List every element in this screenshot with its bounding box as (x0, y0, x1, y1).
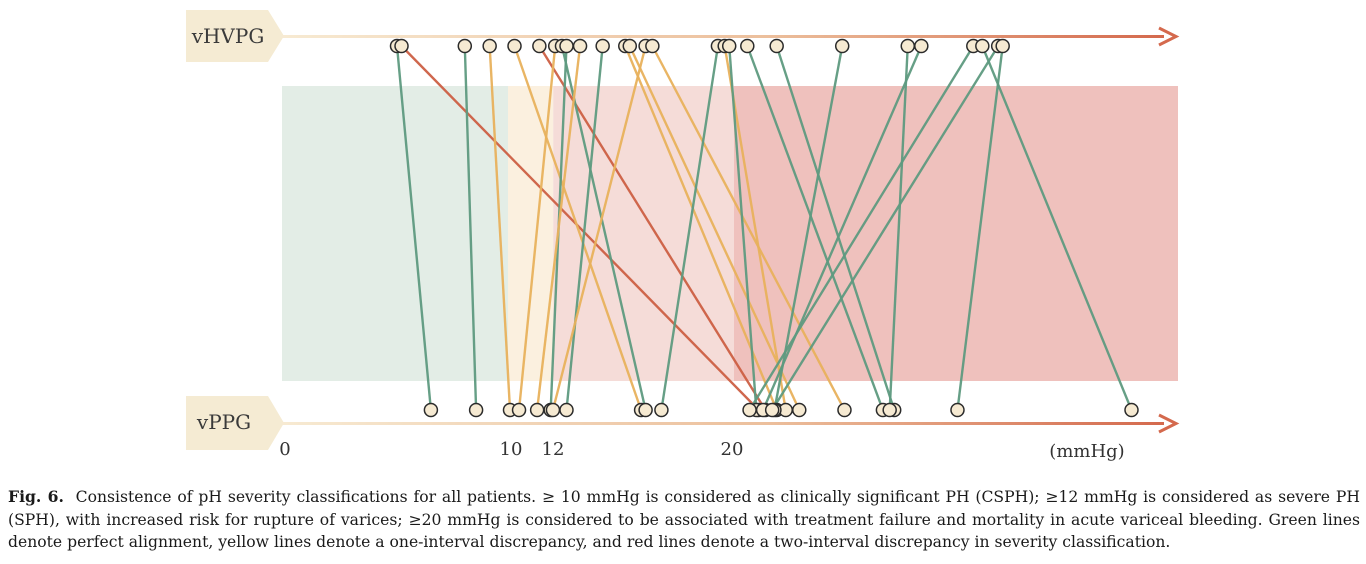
vhvpg-marker-13 (622, 38, 638, 54)
patient-line-14 (551, 45, 647, 411)
patient-line-13 (628, 45, 801, 411)
patient-line-10 (535, 45, 582, 411)
vppg-marker-11 (559, 402, 574, 418)
figure-caption-text: Consistence of pH severity classificatio… (8, 488, 1360, 551)
patient-line-2 (400, 45, 760, 411)
patient-line-1 (395, 45, 433, 411)
tick-label-0: 0 (279, 439, 290, 460)
tick-label-20: 20 (721, 439, 744, 460)
patient-line-23 (762, 45, 923, 411)
unit-label: (mmHg) (1049, 441, 1124, 462)
vppg-axis-label: vPPG (196, 410, 251, 434)
vhvpg-marker-3 (457, 38, 473, 54)
vppg-marker-13 (792, 402, 807, 418)
vppg-marker-10 (529, 402, 545, 418)
vppg-marker-14 (545, 402, 561, 418)
vhvpg-marker-18 (721, 38, 737, 54)
vppg-marker-26 (764, 402, 780, 418)
vhvpg-axis-arrowhead (1158, 26, 1180, 47)
vhvpg-marker-19 (740, 38, 755, 54)
tick-label-12: 12 (542, 439, 565, 460)
patient-line-25 (981, 45, 1133, 411)
figure-caption: Fig. 6. Consistence of pH severity class… (8, 486, 1360, 554)
vppg-axis: vPPG (186, 396, 1180, 450)
vppg-marker-24 (742, 402, 757, 418)
vppg-marker-27 (950, 402, 965, 418)
vppg-marker-7 (511, 402, 527, 418)
vhvpg-label-tag (186, 10, 284, 62)
tick-label-10: 10 (500, 439, 523, 460)
vhvpg-marker-25 (975, 38, 990, 54)
vppg-axis-line (282, 422, 1164, 425)
vhvpg-marker-4 (482, 38, 497, 54)
patient-line-5 (513, 45, 643, 411)
vhvpg-marker-6 (532, 38, 547, 54)
vhvpg-marker-9 (559, 38, 574, 54)
vppg-marker-16 (654, 402, 669, 418)
vhvpg-marker-5 (507, 38, 522, 54)
patient-line-20 (775, 45, 896, 411)
patient-line-22 (888, 45, 909, 411)
vhvpg-marker-10 (572, 38, 588, 54)
vppg-marker-1 (423, 402, 439, 418)
patient-line-11 (565, 45, 604, 411)
patient-line-18 (728, 45, 758, 411)
patient-line-8 (560, 45, 647, 411)
patient-line-26 (771, 45, 1000, 411)
vppg-label-tag (186, 396, 284, 450)
vppg-marker-8 (638, 402, 653, 418)
vhvpg-axis: vHVPG (186, 10, 1180, 62)
vppg-marker-15 (837, 402, 852, 418)
patient-line-3 (463, 45, 478, 411)
figure-caption-label: Fig. 6. (8, 487, 64, 506)
vhvpg-marker-2 (394, 38, 409, 54)
vhvpg-marker-15 (645, 38, 660, 54)
vhvpg-marker-23 (914, 38, 929, 54)
patient-line-15 (651, 45, 846, 411)
vppg-marker-3 (468, 402, 484, 418)
patient-line-7 (517, 45, 557, 411)
vppg-marker-25 (1124, 402, 1139, 418)
patient-lines (395, 45, 1133, 411)
patient-line-19 (746, 45, 885, 411)
severity-bands (282, 86, 1178, 381)
vhvpg-marker-22 (900, 38, 916, 54)
vhvpg-marker-11 (595, 38, 610, 54)
vhvpg-axis-label: vHVPG (191, 24, 265, 48)
patient-line-16 (660, 45, 720, 411)
vhvpg-axis-line (282, 35, 1164, 38)
vppg-axis-arrowhead (1158, 413, 1180, 434)
vhvpg-marker-21 (834, 38, 850, 54)
vppg-marker-22 (882, 402, 897, 418)
vhvpg-marker-20 (769, 38, 784, 54)
patient-line-4 (488, 45, 512, 411)
patient-line-24 (748, 45, 975, 411)
severity-classification-figure: vHVPG vPPG 0 10 12 20 (mmHg) (186, 10, 1180, 462)
patient-markers (389, 38, 1139, 418)
patient-line-27 (956, 45, 1004, 411)
vhvpg-marker-27 (995, 38, 1010, 54)
band-above-20 (734, 86, 1178, 381)
